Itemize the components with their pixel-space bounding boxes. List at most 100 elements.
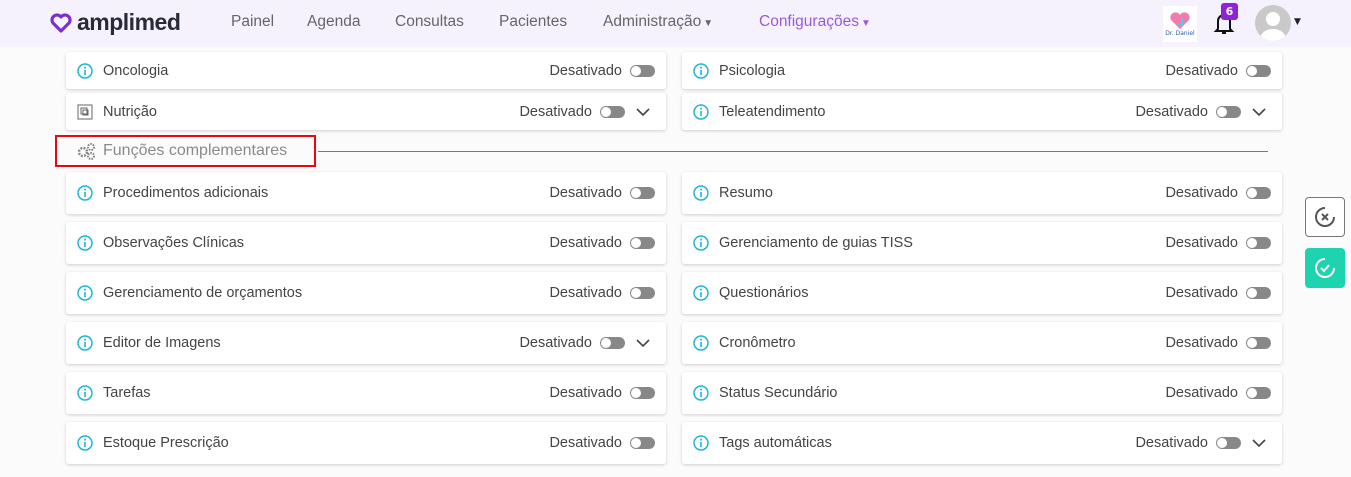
feature-label: Gerenciamento de guias TISS (719, 235, 913, 251)
amplimed-logo[interactable]: amplimed (50, 9, 181, 36)
cancel-icon (1315, 207, 1335, 227)
status-label: Desativado (1165, 235, 1238, 251)
feature-card-questionarios: Questionários Desativado (682, 272, 1282, 314)
feature-toggle[interactable] (630, 287, 655, 299)
info-icon[interactable] (693, 62, 709, 79)
feature-label: Resumo (719, 185, 773, 201)
status-label: Desativado (1165, 185, 1238, 201)
chevron-down-icon[interactable] (1252, 438, 1268, 448)
feature-card-editor-de-imagens: Editor de Imagens Desativado (66, 322, 666, 364)
nav-label: Configurações (759, 13, 859, 30)
info-icon[interactable] (77, 235, 93, 251)
notification-badge: 6 (1221, 3, 1238, 20)
cancel-button[interactable] (1305, 197, 1345, 237)
feature-card-procedimentos-adicionais: Procedimentos adicionais Desativado (66, 172, 666, 214)
feature-label: Oncologia (103, 62, 169, 79)
status-label: Desativado (1135, 103, 1208, 120)
chevron-down-icon[interactable] (1252, 107, 1268, 117)
nav-pacientes[interactable]: Pacientes (499, 13, 568, 30)
feature-card-estoque-prescricao: Estoque Prescrição Desativado (66, 422, 666, 464)
feature-card-gerenciamento-de-guias-tiss: Gerenciamento de guias TISS Desativado (682, 222, 1282, 264)
feature-label: Status Secundário (719, 385, 838, 401)
nav-consultas[interactable]: Consultas (395, 13, 464, 30)
info-icon[interactable] (77, 285, 93, 301)
info-icon[interactable] (693, 235, 709, 251)
nav-configuracoes[interactable]: Configurações ▼ (759, 13, 871, 31)
user-icon (1260, 12, 1286, 41)
feature-toggle[interactable] (1246, 387, 1271, 399)
feature-toggle[interactable] (1246, 64, 1271, 77)
status-label: Desativado (1165, 285, 1238, 301)
top-navbar: amplimed Painel Agenda Consultas Pacient… (0, 0, 1351, 47)
feature-toggle[interactable] (630, 387, 655, 399)
status-label: Desativado (549, 62, 622, 79)
feature-card-oncologia: Oncologia Desativado (66, 52, 666, 89)
nav-administracao[interactable]: Administração ▼ (603, 13, 713, 31)
feature-toggle[interactable] (630, 64, 655, 77)
info-icon[interactable] (77, 185, 93, 201)
confirm-icon (1315, 258, 1335, 278)
gears-icon (77, 143, 95, 160)
info-icon[interactable] (77, 335, 93, 351)
feature-label: Psicologia (719, 62, 786, 79)
feature-card-tags-automaticas: Tags automáticas Desativado (682, 422, 1282, 464)
feature-toggle[interactable] (1216, 105, 1241, 118)
section-header-funcoes-complementares: Funções complementares (55, 135, 316, 167)
status-label: Desativado (549, 385, 622, 401)
status-label: Desativado (549, 285, 622, 301)
feature-card-status-secundario: Status Secundário Desativado (682, 372, 1282, 414)
chevron-down-icon[interactable] (636, 338, 652, 348)
feature-label: Observações Clínicas (103, 235, 245, 251)
section-title: Funções complementares (103, 142, 288, 159)
clinic-logo[interactable]: Dr. Daniel (1163, 6, 1197, 42)
feature-label: Teleatendimento (719, 103, 826, 120)
caret-down-icon[interactable]: ▼ (1294, 17, 1301, 27)
confirm-button[interactable] (1305, 248, 1345, 288)
feature-label: Nutrição (103, 103, 157, 120)
feature-card-psicologia: Psicologia Desativado (682, 52, 1282, 89)
info-icon[interactable] (77, 385, 93, 401)
info-icon[interactable] (693, 103, 709, 120)
status-label: Desativado (519, 335, 592, 351)
status-label: Desativado (519, 103, 592, 120)
caret-down-icon: ▼ (860, 18, 871, 29)
clinic-logo-text: Dr. Daniel (1165, 29, 1195, 37)
feature-label: Cronômetro (719, 335, 796, 351)
feature-toggle[interactable] (1216, 437, 1241, 449)
info-icon[interactable] (693, 185, 709, 201)
feature-label: Procedimentos adicionais (103, 185, 269, 201)
feature-toggle[interactable] (1246, 237, 1271, 249)
feature-toggle[interactable] (600, 105, 625, 118)
feature-toggle[interactable] (1246, 287, 1271, 299)
nav-agenda[interactable]: Agenda (307, 13, 361, 30)
feature-toggle[interactable] (600, 337, 625, 349)
status-label: Desativado (549, 235, 622, 251)
feature-card-cronometro: Cronômetro Desativado (682, 322, 1282, 364)
heart-logo-icon (50, 12, 72, 33)
info-icon[interactable] (693, 435, 709, 451)
chevron-down-icon[interactable] (636, 107, 652, 117)
feature-toggle[interactable] (630, 437, 655, 449)
info-icon[interactable] (77, 62, 93, 79)
info-icon[interactable] (77, 435, 93, 451)
feature-toggle[interactable] (630, 187, 655, 199)
feature-card-resumo: Resumo Desativado (682, 172, 1282, 214)
feature-toggle[interactable] (1246, 187, 1271, 199)
feature-toggle[interactable] (1246, 337, 1271, 349)
clinic-heart-icon (1170, 11, 1190, 29)
nutrition-icon[interactable] (77, 104, 93, 120)
feature-card-observacoes-clinicas: Observações Clínicas Desativado (66, 222, 666, 264)
info-icon[interactable] (693, 335, 709, 351)
feature-label: Tags automáticas (719, 435, 832, 451)
feature-label: Gerenciamento de orçamentos (103, 285, 303, 301)
feature-toggle[interactable] (630, 237, 655, 249)
status-label: Desativado (549, 435, 622, 451)
feature-label: Questionários (719, 285, 809, 301)
nav-painel[interactable]: Painel (231, 13, 275, 30)
feature-label: Tarefas (103, 385, 151, 401)
info-icon[interactable] (693, 385, 709, 401)
feature-card-tarefas: Tarefas Desativado (66, 372, 666, 414)
user-avatar[interactable] (1255, 5, 1291, 41)
status-label: Desativado (1165, 385, 1238, 401)
info-icon[interactable] (693, 285, 709, 301)
